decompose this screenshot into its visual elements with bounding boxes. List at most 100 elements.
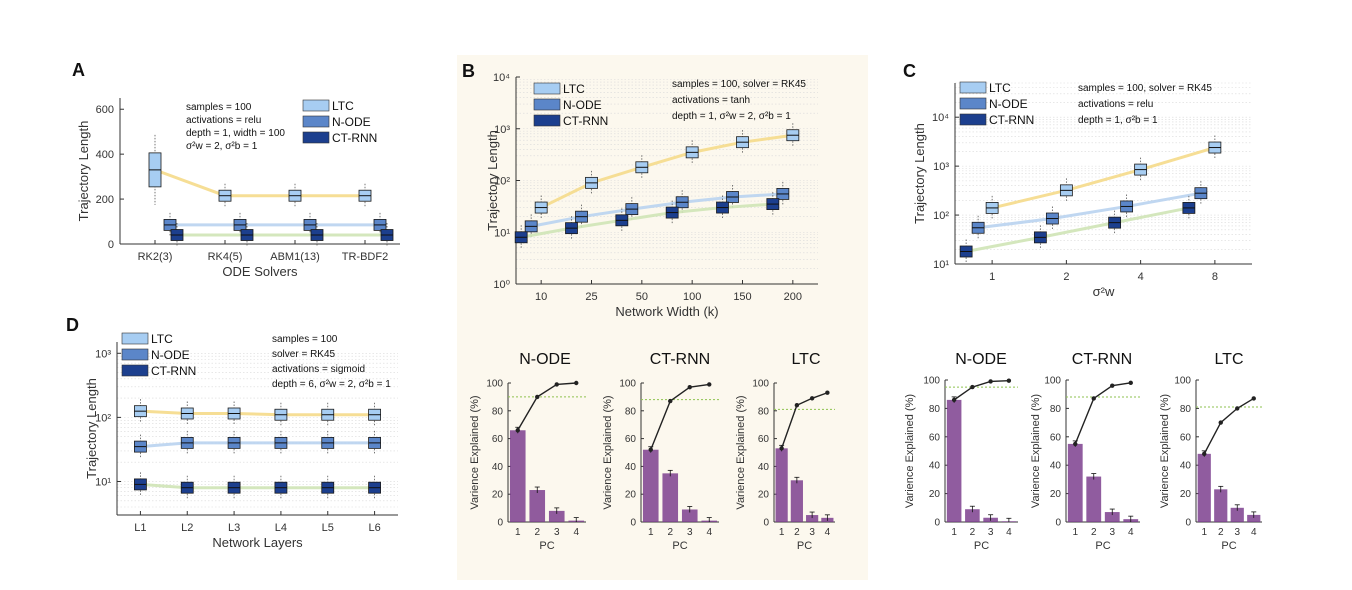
bar-chart-c-node: N-ODE 0 20 40 60 80 100 1 2 3 4 PC Varience Explaine… bbox=[904, 351, 1018, 552]
x-tick-label: 1 bbox=[951, 527, 957, 538]
cumulative-point bbox=[668, 398, 673, 404]
cumulative-point bbox=[951, 397, 957, 403]
y-tick-label: 10² bbox=[95, 412, 111, 424]
y-tick-label: 10⁴ bbox=[932, 112, 949, 124]
panel-letter: C bbox=[903, 61, 916, 81]
legend-label: N-ODE bbox=[332, 115, 371, 129]
x-tick-label: 3 bbox=[1234, 527, 1240, 538]
x-tick-label: 3 bbox=[988, 527, 994, 538]
y-tick-label: 20 bbox=[492, 490, 504, 501]
cumulative-point bbox=[970, 384, 975, 390]
bar-chart-title: N-ODE bbox=[519, 351, 571, 368]
legend-swatch bbox=[302, 131, 330, 144]
box-ltc bbox=[985, 195, 999, 220]
x-axis-label: PC bbox=[1221, 540, 1236, 552]
cumulative-point bbox=[648, 447, 653, 452]
y-tick-label: 20 bbox=[1050, 489, 1062, 500]
box-ct-rnn bbox=[716, 195, 729, 220]
y-tick-label: 80 bbox=[625, 406, 637, 417]
x-tick-label: 2 bbox=[1063, 271, 1069, 283]
legend-swatch bbox=[959, 97, 987, 110]
x-axis-label: Network Layers bbox=[212, 535, 303, 550]
legend-label: LTC bbox=[563, 82, 585, 96]
x-tick-label: 150 bbox=[733, 291, 751, 303]
x-tick-label: 4 bbox=[706, 527, 712, 538]
annotation: activations = relu bbox=[186, 115, 261, 126]
box-ltc bbox=[134, 399, 147, 424]
y-axis-label: Varience Explained (%) bbox=[1030, 394, 1042, 508]
x-axis-label: ODE Solvers bbox=[222, 264, 298, 279]
box-ltc bbox=[1208, 135, 1222, 160]
panel-c: 10¹ 10² 10³ 10⁴ 1 2 4 8 σ²w Trajectory Length C LTC… bbox=[903, 61, 1252, 299]
trend-line-ct-rnn bbox=[519, 202, 775, 239]
box-n-ode bbox=[321, 430, 335, 455]
legend-swatch bbox=[533, 98, 561, 111]
cumulative-point bbox=[707, 382, 712, 387]
bar-chart-title: CT-RNN bbox=[1072, 351, 1132, 368]
trend-line-n-ode bbox=[529, 192, 785, 228]
x-tick-label: L5 bbox=[322, 522, 334, 534]
y-tick-label: 60 bbox=[758, 434, 770, 445]
cumulative-point bbox=[779, 446, 784, 451]
cumulative-point bbox=[687, 384, 692, 390]
bar bbox=[509, 430, 526, 522]
box-n-ode bbox=[575, 204, 588, 229]
x-axis-label: PC bbox=[1095, 540, 1110, 552]
y-tick-label: 0 bbox=[630, 518, 636, 529]
y-tick-label: 20 bbox=[1180, 489, 1192, 500]
y-tick-label: 100 bbox=[1174, 376, 1191, 387]
bar bbox=[775, 448, 788, 522]
legend-label: CT-RNN bbox=[563, 114, 608, 128]
box-ct-rnn bbox=[514, 225, 528, 250]
x-tick-label: RK4(5) bbox=[208, 251, 243, 263]
bar-chart-b-node: N-ODE 0 20 40 60 80 100 1 2 3 4 PC Varience Explaine… bbox=[469, 351, 586, 552]
y-tick-label: 10³ bbox=[494, 124, 510, 136]
y-tick-label: 80 bbox=[492, 406, 504, 417]
x-tick-label: 1 bbox=[648, 527, 654, 538]
trend-line-ltc bbox=[153, 168, 367, 198]
x-tick-label: ABM1(13) bbox=[270, 251, 320, 263]
box-n-ode bbox=[163, 212, 177, 237]
box-ct-rnn bbox=[1033, 225, 1047, 250]
cumulative-point bbox=[1251, 396, 1256, 401]
y-tick-label: 20 bbox=[758, 490, 770, 501]
box-n-ode bbox=[274, 430, 288, 455]
y-tick-label: 10¹ bbox=[494, 227, 510, 239]
y-axis-label: Varience Explained (%) bbox=[904, 394, 916, 508]
cumulative-line bbox=[1203, 397, 1255, 455]
bar bbox=[965, 509, 980, 522]
bar-chart-title: LTC bbox=[1214, 351, 1243, 368]
panel-a: 0 200 400 600 RK2(3) RK4(5) ABM1(13) TR-BDF2 ODE… bbox=[72, 60, 400, 279]
box-ltc bbox=[368, 402, 381, 427]
x-tick-label: 2 bbox=[794, 527, 800, 538]
box-ltc bbox=[1134, 157, 1148, 182]
box-ltc bbox=[180, 401, 194, 426]
box-ct-rnn bbox=[665, 200, 679, 225]
y-tick-label: 60 bbox=[492, 434, 504, 445]
box-ct-rnn bbox=[227, 475, 241, 500]
x-tick-label: L3 bbox=[228, 522, 240, 534]
y-tick-label: 10¹ bbox=[933, 259, 949, 271]
cumulative-point bbox=[1073, 441, 1078, 447]
annotation: depth = 6, σ²w = 2, σ²b = 1 bbox=[272, 379, 391, 390]
cumulative-point bbox=[515, 428, 520, 433]
box-ltc bbox=[148, 134, 162, 205]
y-tick-label: 0 bbox=[763, 518, 769, 529]
y-tick-label: 40 bbox=[1180, 461, 1192, 472]
cumulative-point bbox=[809, 396, 815, 401]
x-tick-label: 4 bbox=[1006, 527, 1012, 538]
annotation: samples = 100 bbox=[186, 102, 252, 113]
bar bbox=[681, 509, 698, 522]
box-n-ode bbox=[303, 212, 317, 237]
box-ct-rnn bbox=[565, 216, 578, 241]
cumulative-line bbox=[517, 382, 577, 431]
y-tick-label: 10⁰ bbox=[493, 279, 510, 291]
y-axis-label: Varience Explained (%) bbox=[735, 395, 747, 509]
x-tick-label: 1 bbox=[779, 527, 785, 538]
bar bbox=[1067, 443, 1083, 522]
x-axis-label: Network Width (k) bbox=[615, 304, 718, 319]
panel-letter: A bbox=[72, 60, 85, 80]
y-tick-label: 80 bbox=[1050, 404, 1062, 415]
legend-label: CT-RNN bbox=[989, 113, 1034, 127]
legend-swatch bbox=[533, 82, 561, 95]
